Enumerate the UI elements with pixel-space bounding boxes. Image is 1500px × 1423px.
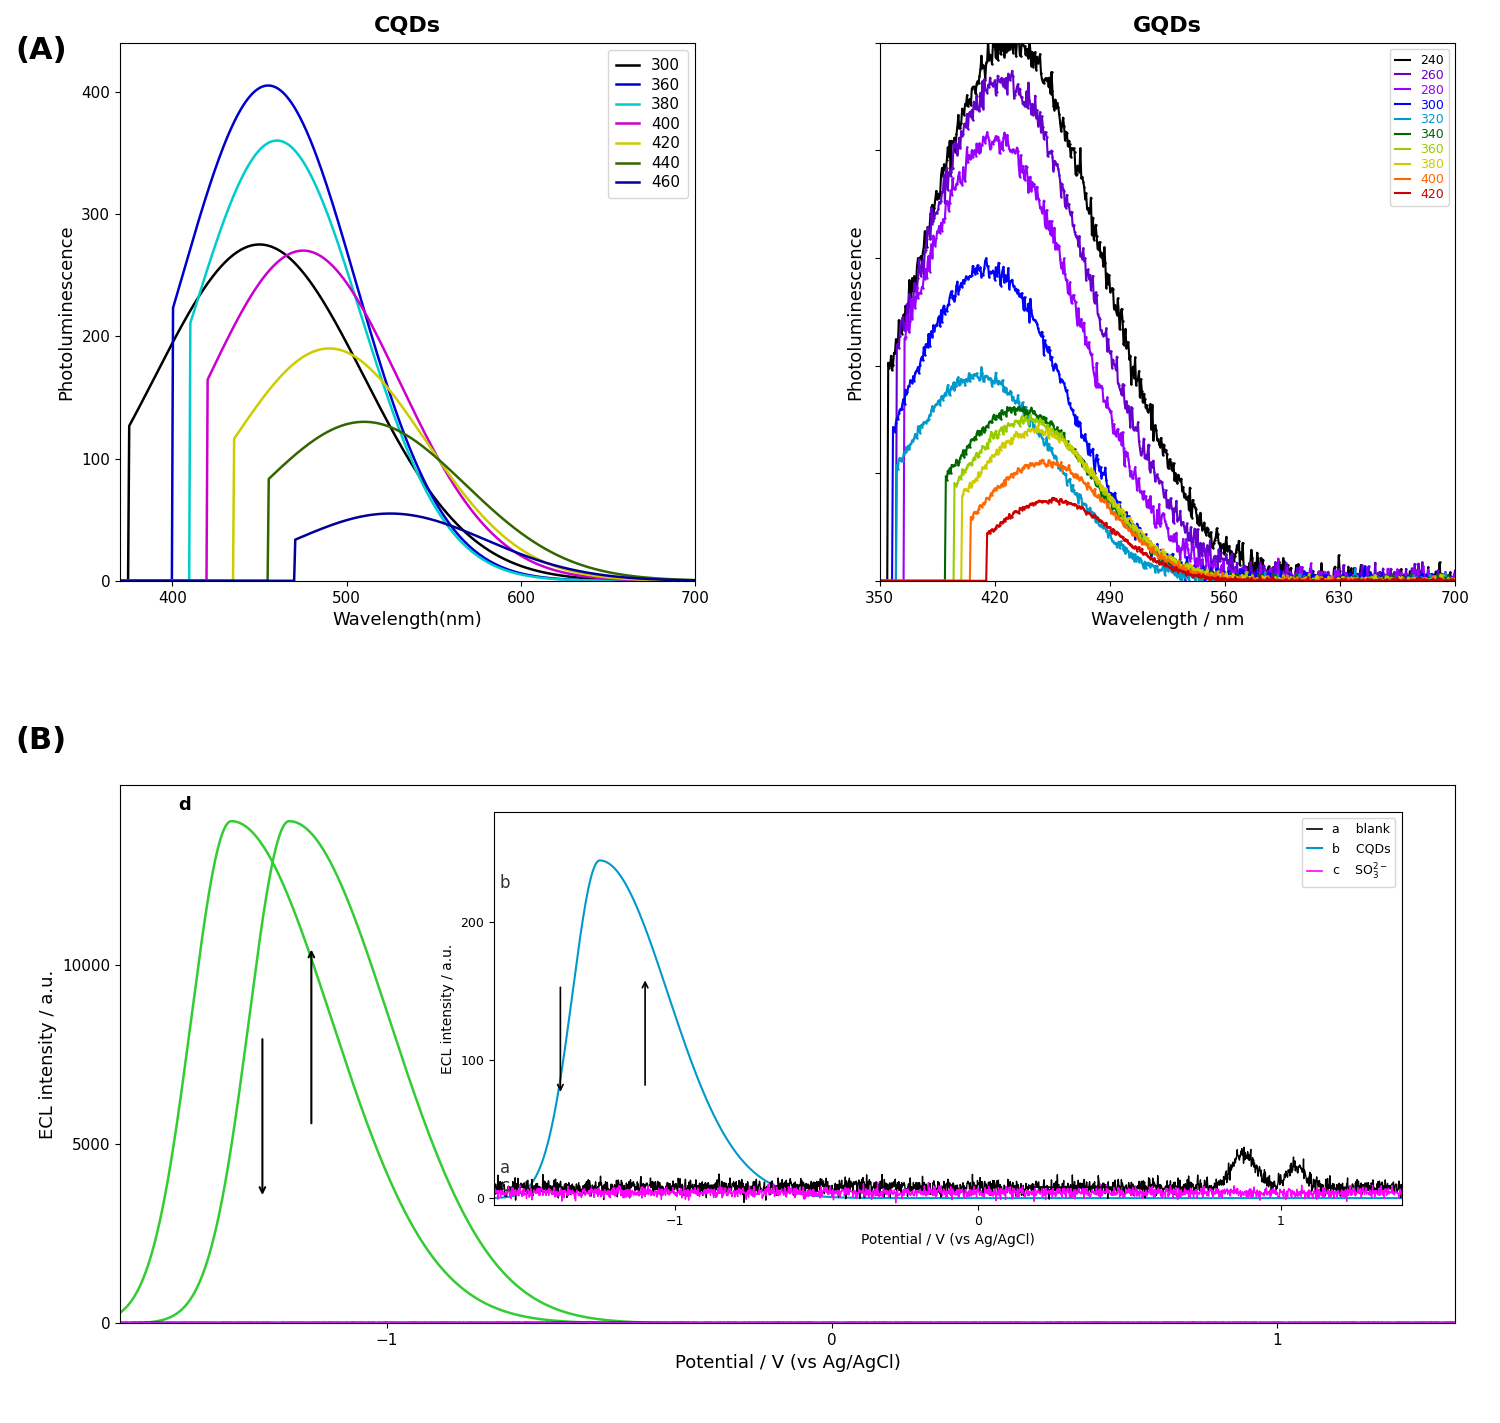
Title: CQDs: CQDs (374, 16, 441, 36)
Legend: 240, 260, 280, 300, 320, 340, 360, 380, 400, 420: 240, 260, 280, 300, 320, 340, 360, 380, … (1390, 48, 1449, 206)
Y-axis label: Photoluminescence: Photoluminescence (57, 223, 75, 400)
Text: (A): (A) (15, 36, 66, 64)
X-axis label: Potential / V (vs Ag/AgCl): Potential / V (vs Ag/AgCl) (675, 1353, 900, 1372)
Text: (B): (B) (15, 726, 66, 754)
Text: d: d (178, 797, 190, 814)
Legend: 300, 360, 380, 400, 420, 440, 460: 300, 360, 380, 400, 420, 440, 460 (609, 50, 688, 198)
Y-axis label: ECL intensity / a.u.: ECL intensity / a.u. (39, 969, 57, 1138)
Y-axis label: Photoluminescence: Photoluminescence (846, 223, 864, 400)
X-axis label: Wavelength(nm): Wavelength(nm) (333, 610, 483, 629)
Title: GQDs: GQDs (1132, 16, 1202, 36)
X-axis label: Wavelength / nm: Wavelength / nm (1090, 610, 1244, 629)
